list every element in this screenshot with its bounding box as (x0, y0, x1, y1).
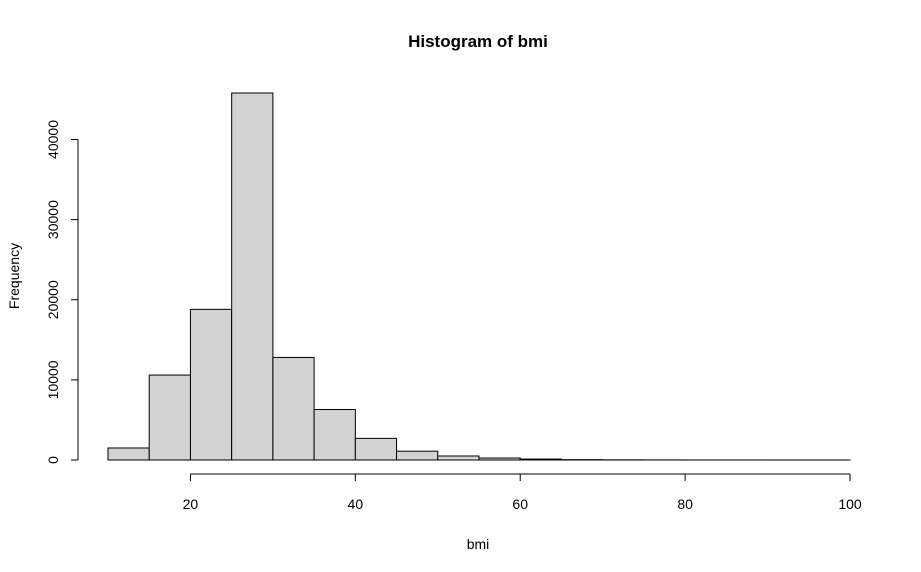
histogram-bar (437, 455, 480, 461)
histogram-bar (396, 450, 439, 461)
x-tick-label: 40 (348, 496, 364, 512)
y-axis: 0 10000 20000 30000 40000 (45, 120, 79, 464)
y-tick-label: 10000 (45, 360, 61, 399)
histogram-bar (313, 409, 356, 461)
histogram-bar (272, 356, 315, 461)
histogram-bar (354, 437, 398, 461)
histogram-bar (519, 458, 562, 461)
x-tick-label: 100 (838, 496, 862, 512)
y-tick-label: 40000 (45, 120, 61, 159)
x-axis-label: bmi (467, 536, 490, 552)
x-tick-label: 20 (183, 496, 199, 512)
y-axis-label: Frequency (6, 243, 22, 309)
y-tick-label: 30000 (45, 200, 61, 239)
bars-group (107, 92, 851, 461)
histogram-bar (107, 447, 150, 461)
histogram-bar (148, 374, 191, 461)
histogram-bar (231, 92, 274, 461)
x-axis: 20 40 60 80 100 (183, 473, 862, 512)
chart-title: Histogram of bmi (408, 32, 548, 51)
histogram-bar (478, 457, 521, 461)
x-tick-label: 80 (677, 496, 693, 512)
y-tick-label: 20000 (45, 280, 61, 319)
histogram-bar (189, 308, 233, 461)
x-tick-label: 60 (512, 496, 528, 512)
y-tick-label: 0 (45, 456, 61, 464)
